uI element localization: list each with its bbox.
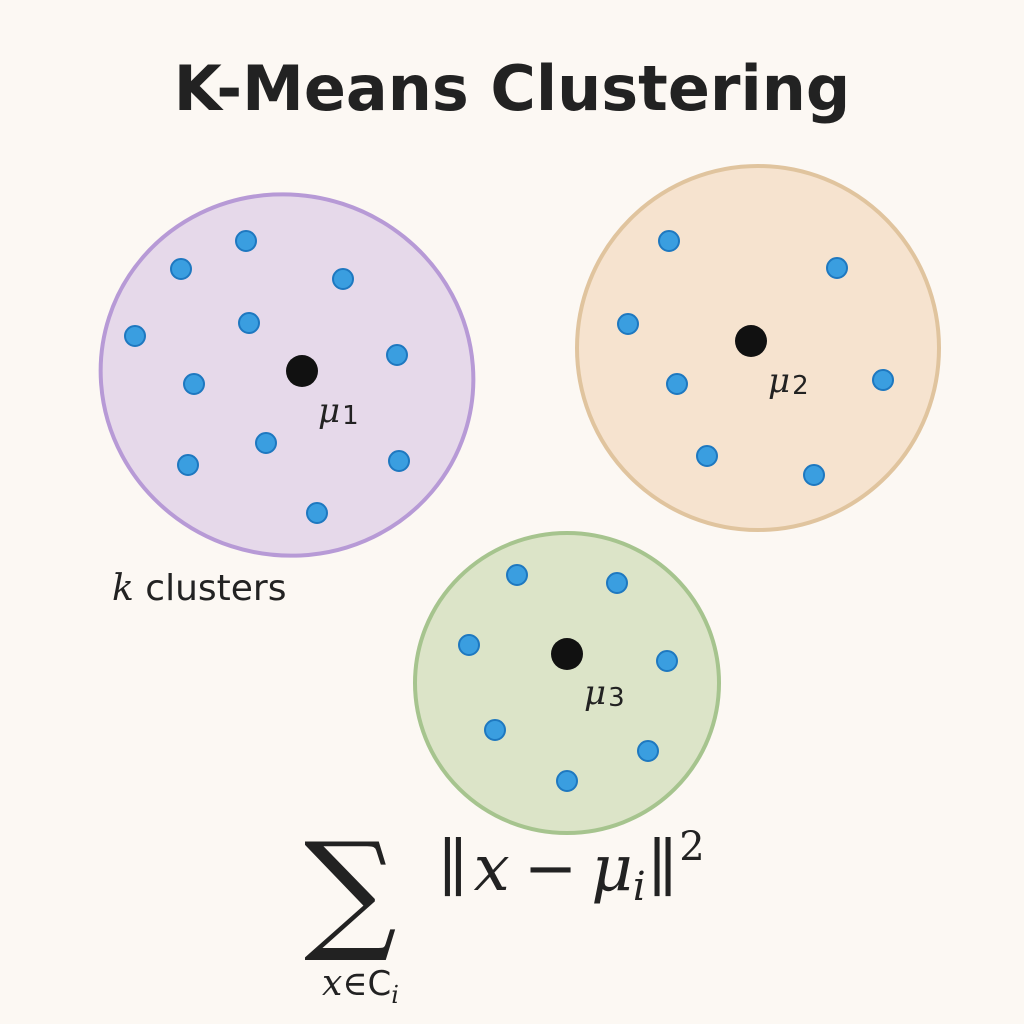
data-point — [177, 454, 199, 476]
summand-x: x — [474, 832, 510, 906]
minus-sign: − — [524, 832, 578, 906]
centroid-3-symbol: μ — [584, 673, 606, 713]
data-point — [484, 719, 506, 741]
data-point — [656, 650, 678, 672]
centroid-1 — [286, 355, 318, 387]
centroid-3-index: 3 — [608, 683, 625, 713]
cluster-1: μ1 — [98, 192, 476, 558]
data-point — [506, 564, 528, 586]
cluster-2-points — [617, 230, 894, 486]
data-point — [637, 740, 659, 762]
data-point — [183, 373, 205, 395]
data-point — [556, 770, 578, 792]
objective-formula: ∑ x∈Ci ∥x − μi∥2 — [304, 814, 705, 1009]
data-point — [458, 634, 480, 656]
centroid-1-label: μ1 — [318, 391, 359, 431]
centroid-2-label: μ2 — [768, 361, 809, 401]
lower-var: x — [322, 963, 342, 1004]
k-clusters-text: clusters — [145, 568, 287, 609]
data-point — [388, 450, 410, 472]
centroid-1-symbol: μ — [318, 391, 340, 431]
data-point — [306, 502, 328, 524]
cluster-2: μ2 — [575, 164, 941, 532]
centroid-2-index: 2 — [792, 371, 809, 401]
norm-close: ∥ — [648, 832, 678, 906]
data-point — [386, 344, 408, 366]
data-point — [826, 257, 848, 279]
lower-set-index: i — [391, 981, 399, 1009]
data-point — [803, 464, 825, 486]
lower-in: ∈ — [342, 964, 367, 1004]
summation-symbol: ∑ — [304, 814, 397, 966]
centroid-1-index: 1 — [342, 401, 359, 431]
data-point — [617, 313, 639, 335]
cluster-3-points — [458, 564, 678, 792]
mu-index: i — [633, 864, 646, 910]
centroid-3 — [551, 638, 583, 670]
lower-set: C — [367, 964, 391, 1004]
page-title: K-Means Clustering — [173, 52, 851, 125]
cluster-1-points — [124, 230, 410, 524]
k-clusters-annotation: k clusters — [112, 568, 286, 609]
data-point — [332, 268, 354, 290]
data-point — [170, 258, 192, 280]
cluster-3: μ3 — [413, 531, 721, 835]
data-point — [235, 230, 257, 252]
summation-lower-bound: x∈Ci — [322, 963, 399, 1009]
exponent: 2 — [679, 824, 704, 870]
centroid-3-label: μ3 — [584, 673, 625, 713]
norm-open: ∥ — [438, 832, 468, 906]
data-point — [658, 230, 680, 252]
centroid-2 — [735, 325, 767, 357]
summand: ∥x − μi∥2 — [438, 824, 705, 910]
data-point — [666, 373, 688, 395]
data-point — [255, 432, 277, 454]
data-point — [124, 325, 146, 347]
centroid-2-symbol: μ — [768, 361, 790, 401]
data-point — [696, 445, 718, 467]
summand-mu: μ — [591, 832, 633, 906]
k-variable: k — [112, 568, 134, 609]
data-point — [872, 369, 894, 391]
data-point — [238, 312, 260, 334]
data-point — [606, 572, 628, 594]
